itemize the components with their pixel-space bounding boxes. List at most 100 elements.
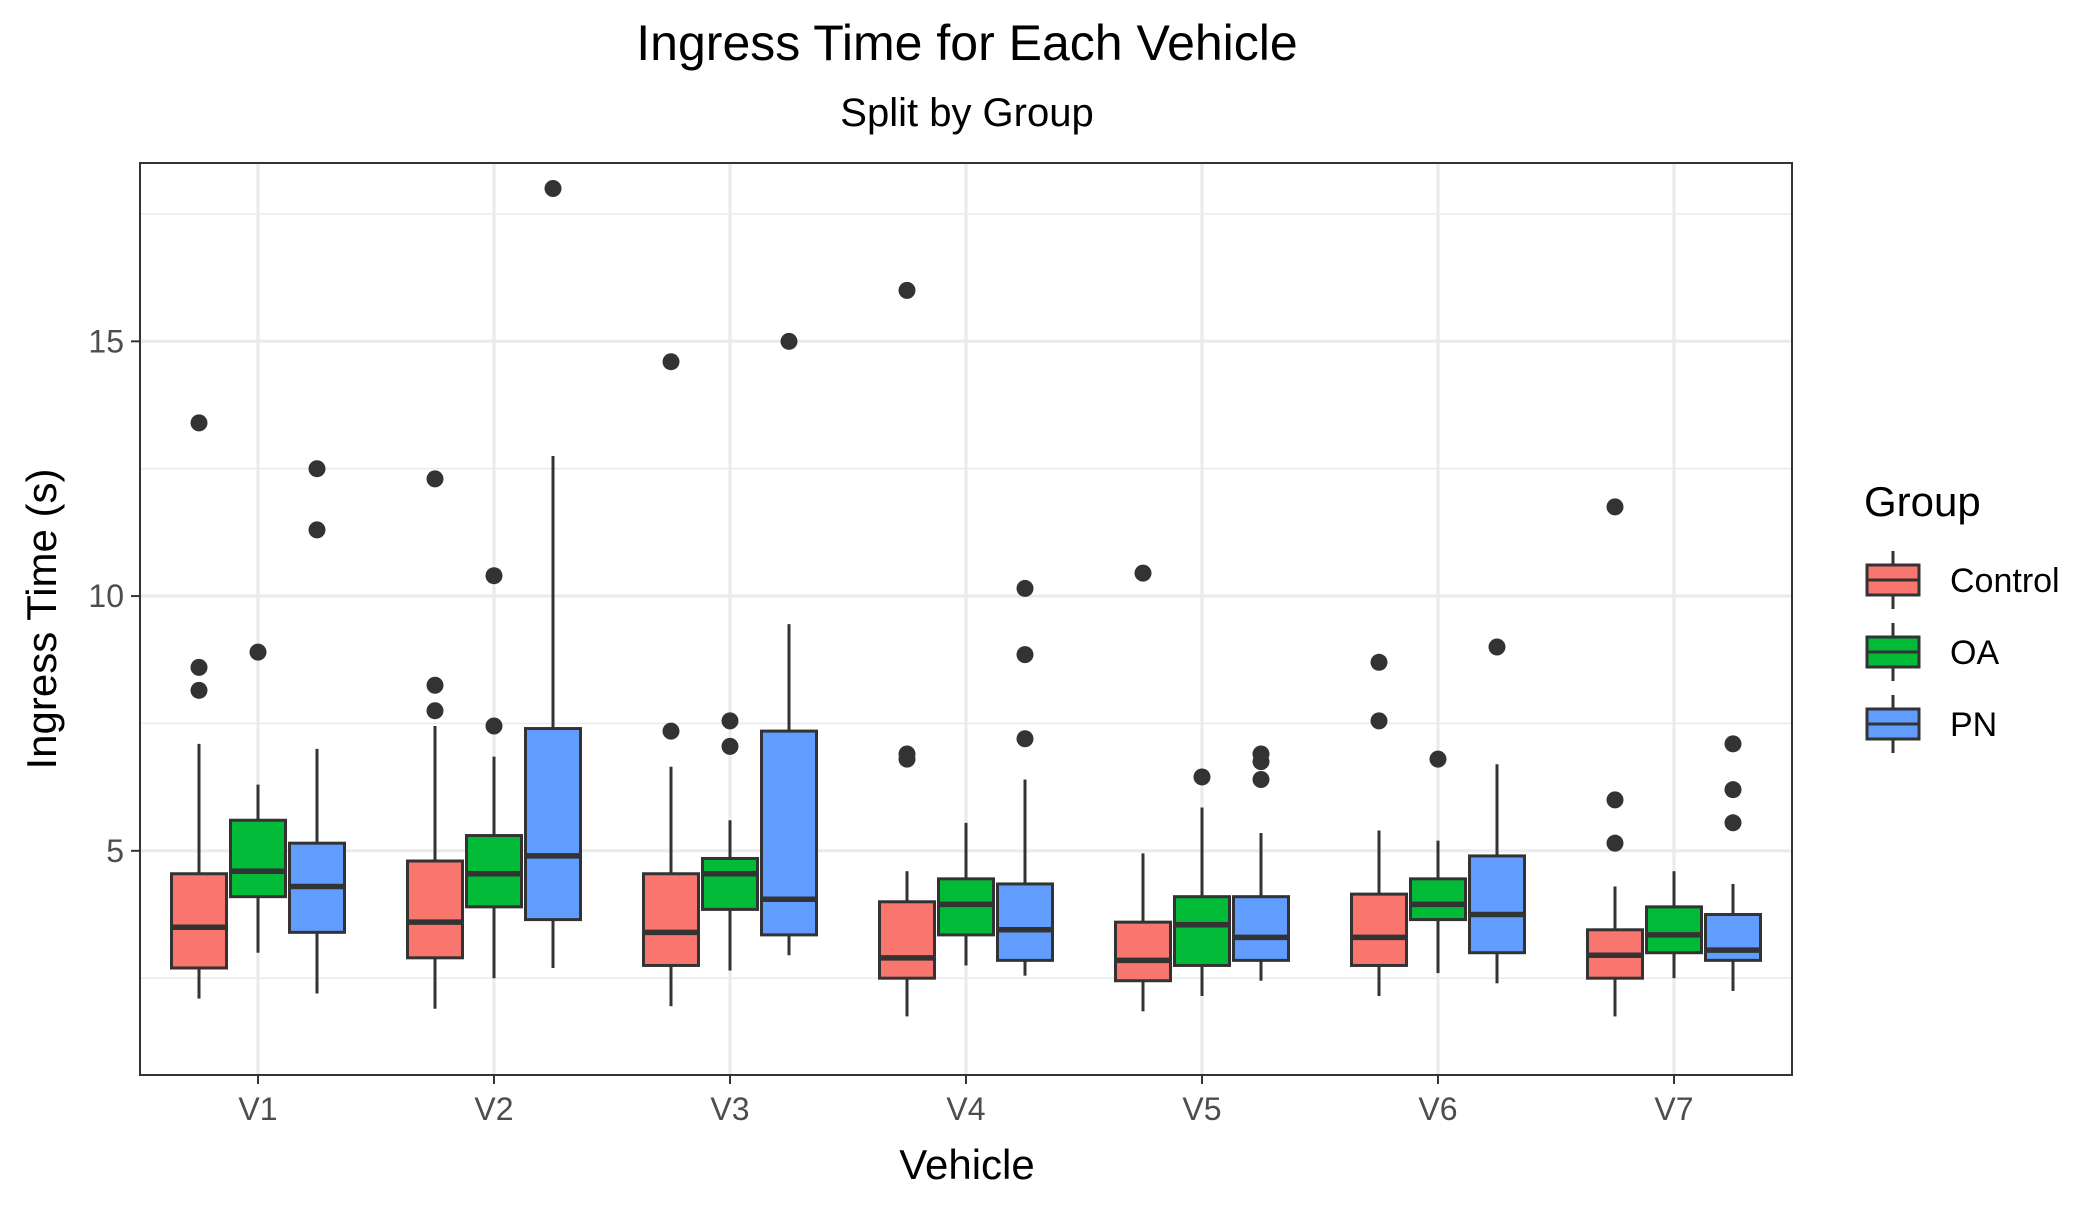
outlier-point [426, 470, 444, 488]
outlier-point [1724, 814, 1742, 832]
box-pn-v7 [1704, 735, 1762, 991]
box-body [1704, 913, 1762, 962]
outlier-point [1724, 781, 1742, 799]
outlier-point [426, 676, 444, 694]
box-oa-v7 [1645, 871, 1703, 979]
outlier-point [190, 658, 208, 676]
legend: Group Control OA PN [1864, 478, 2060, 753]
box-pn-v1 [288, 460, 346, 994]
outlier-point [1606, 498, 1624, 516]
box-pn-v2 [524, 179, 582, 969]
box-body [1173, 895, 1231, 967]
outlier-point [1252, 745, 1270, 763]
outlier-point [1429, 750, 1447, 768]
x-axis-title: Vehicle [899, 1141, 1034, 1188]
outlier-point [1370, 653, 1388, 671]
box-control-v2 [406, 470, 464, 1009]
box-oa-v5 [1173, 768, 1231, 997]
box-body [1232, 895, 1290, 962]
outlier-point [308, 521, 326, 539]
box-control-v1 [170, 414, 228, 999]
outlier-point [721, 712, 739, 730]
box-control-v6 [1350, 653, 1408, 997]
y-axis-title: Ingress Time (s) [18, 468, 65, 769]
legend-label: PN [1950, 706, 1997, 744]
outlier-point [485, 717, 503, 735]
outlier-point [190, 681, 208, 699]
outlier-point [1016, 730, 1034, 748]
chart-title: Ingress Time for Each Vehicle [636, 15, 1297, 71]
outlier-point [190, 414, 208, 432]
outlier-point [1606, 791, 1624, 809]
x-tick-label: V2 [474, 1091, 513, 1127]
box-pn-v4 [996, 579, 1054, 976]
outlier-point [426, 702, 444, 720]
box-body [1350, 892, 1408, 967]
x-tick-label: V6 [1418, 1091, 1457, 1127]
outlier-point [1252, 770, 1270, 788]
legend-item-control: Control [1865, 551, 2060, 609]
box-oa-v4 [937, 822, 995, 966]
box-body [229, 818, 287, 899]
legend-label: Control [1950, 562, 2060, 600]
box-pn-v6 [1468, 638, 1526, 984]
y-tick-label: 10 [88, 578, 124, 614]
box-pn-v5 [1232, 745, 1290, 981]
box-body [1409, 877, 1467, 922]
box-body [1468, 854, 1526, 955]
outlier-point [662, 722, 680, 740]
legend-item-pn: PN [1865, 695, 1997, 753]
legend-keys: Control OA PN [1865, 551, 2060, 753]
box-oa-v2 [465, 567, 523, 979]
box-oa-v6 [1409, 750, 1467, 974]
y-tick-label: 15 [88, 323, 124, 359]
outlier-point [1370, 712, 1388, 730]
x-tick-label: V4 [946, 1091, 985, 1127]
y-axis: 5 10 15 [88, 323, 140, 869]
outlier-point [1724, 735, 1742, 753]
box-body [524, 727, 582, 922]
outlier-point [721, 737, 739, 755]
boxes-layer [170, 179, 1762, 1017]
outlier-point [1488, 638, 1506, 656]
box-body [701, 856, 759, 911]
box-control-v5 [1114, 564, 1172, 1012]
outlier-point [485, 567, 503, 585]
box-body [760, 729, 818, 937]
outlier-point [1134, 564, 1152, 582]
box-oa-v3 [701, 712, 759, 971]
outlier-point [780, 332, 798, 350]
outlier-point [898, 745, 916, 763]
box-control-v7 [1586, 498, 1644, 1017]
x-tick-label: V1 [238, 1091, 277, 1127]
legend-item-oa: OA [1865, 623, 1999, 681]
legend-label: OA [1950, 634, 1999, 672]
box-control-v4 [878, 281, 936, 1017]
outlier-point [544, 179, 562, 197]
outlier-point [1016, 646, 1034, 664]
x-tick-label: V5 [1182, 1091, 1221, 1127]
outlier-point [898, 281, 916, 299]
box-body [406, 859, 464, 960]
y-tick-label: 5 [106, 833, 124, 869]
box-body [996, 882, 1054, 962]
outlier-point [1193, 768, 1211, 786]
box-body [170, 872, 228, 970]
outlier-point [308, 460, 326, 478]
box-body [1114, 920, 1172, 983]
box-pn-v3 [760, 332, 818, 956]
x-tick-label: V7 [1654, 1091, 1693, 1127]
chart-subtitle: Split by Group [840, 91, 1093, 135]
x-tick-label: V3 [710, 1091, 749, 1127]
box-control-v3 [642, 353, 700, 1007]
box-oa-v1 [229, 643, 287, 953]
outlier-point [249, 643, 267, 661]
x-axis: V1 V2 V3 V4 V5 V6 V7 [238, 1075, 1694, 1127]
box-body [642, 872, 700, 967]
outlier-point [1606, 834, 1624, 852]
outlier-point [662, 353, 680, 371]
legend-title: Group [1864, 478, 1981, 525]
box-body [1645, 905, 1703, 955]
